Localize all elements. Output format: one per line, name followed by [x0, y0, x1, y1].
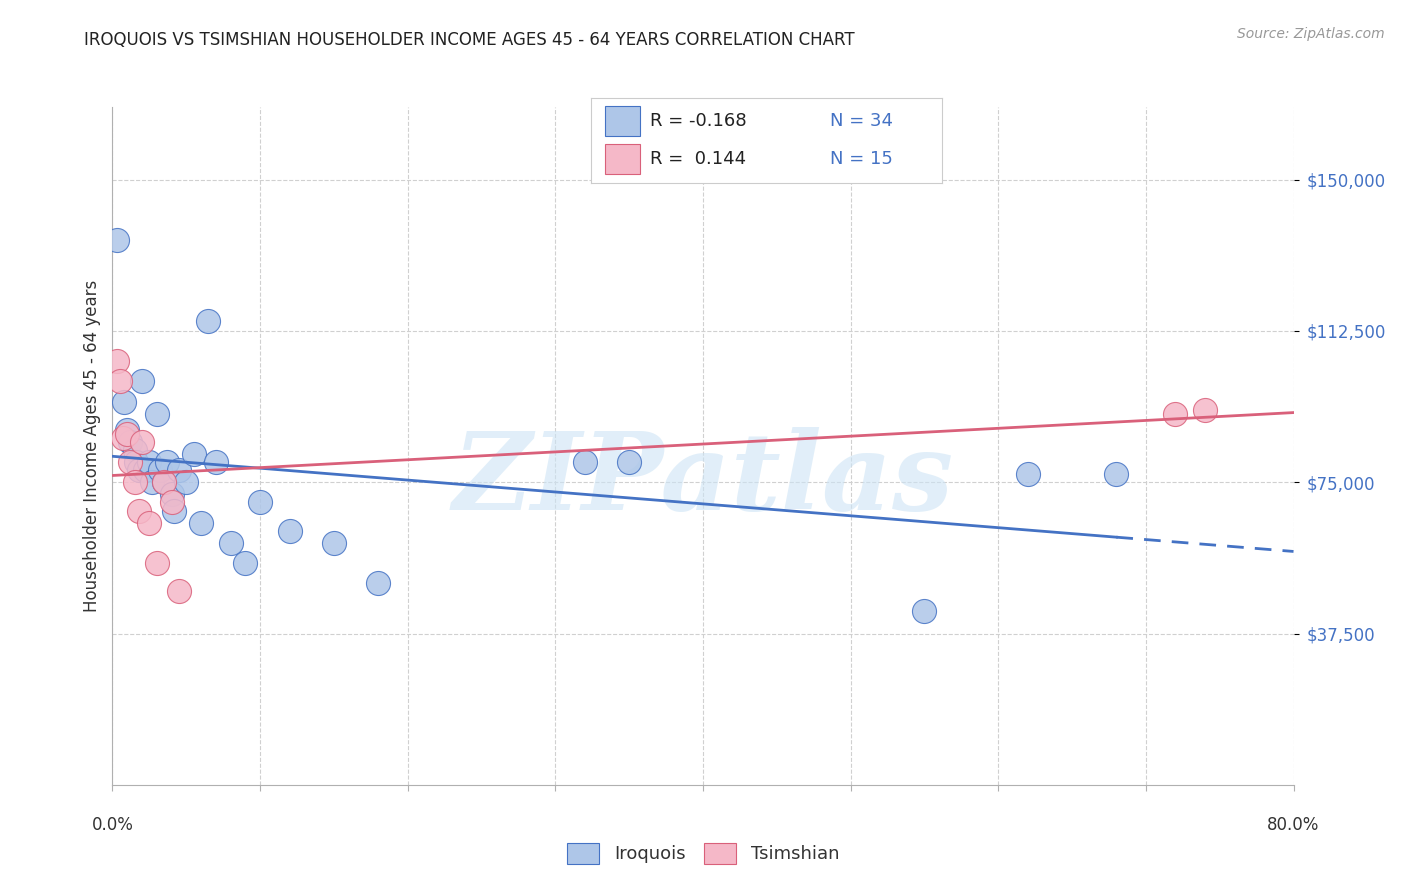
- Point: [1194, 402, 1216, 417]
- Point: [1164, 407, 1187, 421]
- Point: [174, 475, 197, 490]
- Point: [125, 455, 148, 469]
- Text: N = 15: N = 15: [830, 150, 893, 168]
- Text: IROQUOIS VS TSIMSHIAN HOUSEHOLDER INCOME AGES 45 - 64 YEARS CORRELATION CHART: IROQUOIS VS TSIMSHIAN HOUSEHOLDER INCOME…: [84, 31, 855, 49]
- Point: [367, 576, 389, 591]
- Point: [574, 455, 596, 469]
- Point: [190, 516, 212, 530]
- Point: [1105, 467, 1128, 482]
- Point: [124, 475, 146, 490]
- Text: R =  0.144: R = 0.144: [650, 150, 747, 168]
- Point: [323, 536, 346, 550]
- Point: [120, 434, 142, 449]
- Point: [112, 394, 135, 409]
- Bar: [605, 106, 640, 136]
- Point: [914, 604, 936, 618]
- Text: 0.0%: 0.0%: [91, 816, 134, 834]
- Point: [163, 503, 186, 517]
- Point: [141, 475, 163, 490]
- Point: [128, 503, 150, 517]
- Point: [1017, 467, 1039, 482]
- Point: [131, 375, 153, 389]
- Point: [108, 375, 131, 389]
- Point: [153, 475, 176, 490]
- Text: R = -0.168: R = -0.168: [650, 112, 747, 130]
- Point: [128, 463, 150, 477]
- Point: [167, 584, 190, 599]
- Bar: [605, 144, 640, 175]
- Point: [619, 455, 641, 469]
- Point: [146, 407, 169, 421]
- Point: [278, 524, 301, 538]
- Point: [105, 354, 128, 368]
- Legend: Iroquois, Tsimshian: Iroquois, Tsimshian: [560, 836, 846, 871]
- Point: [205, 455, 228, 469]
- Point: [249, 495, 271, 509]
- Point: [117, 423, 138, 437]
- Point: [146, 556, 169, 570]
- Point: [111, 431, 134, 445]
- Text: Source: ZipAtlas.com: Source: ZipAtlas.com: [1237, 27, 1385, 41]
- Point: [138, 516, 160, 530]
- Point: [120, 455, 142, 469]
- Text: ZIPatlas: ZIPatlas: [453, 427, 953, 533]
- Point: [183, 447, 205, 461]
- Point: [105, 233, 128, 247]
- Point: [131, 434, 153, 449]
- Text: 80.0%: 80.0%: [1267, 816, 1320, 834]
- Point: [219, 536, 242, 550]
- Point: [233, 556, 256, 570]
- Point: [153, 475, 176, 490]
- Point: [124, 443, 146, 458]
- Y-axis label: Householder Income Ages 45 - 64 years: Householder Income Ages 45 - 64 years: [83, 280, 101, 612]
- Point: [138, 455, 160, 469]
- Point: [197, 314, 219, 328]
- Point: [149, 463, 172, 477]
- Point: [160, 487, 183, 501]
- Text: N = 34: N = 34: [830, 112, 893, 130]
- Point: [117, 426, 138, 441]
- Point: [134, 463, 156, 477]
- Point: [156, 455, 179, 469]
- Point: [160, 495, 183, 509]
- Point: [167, 463, 190, 477]
